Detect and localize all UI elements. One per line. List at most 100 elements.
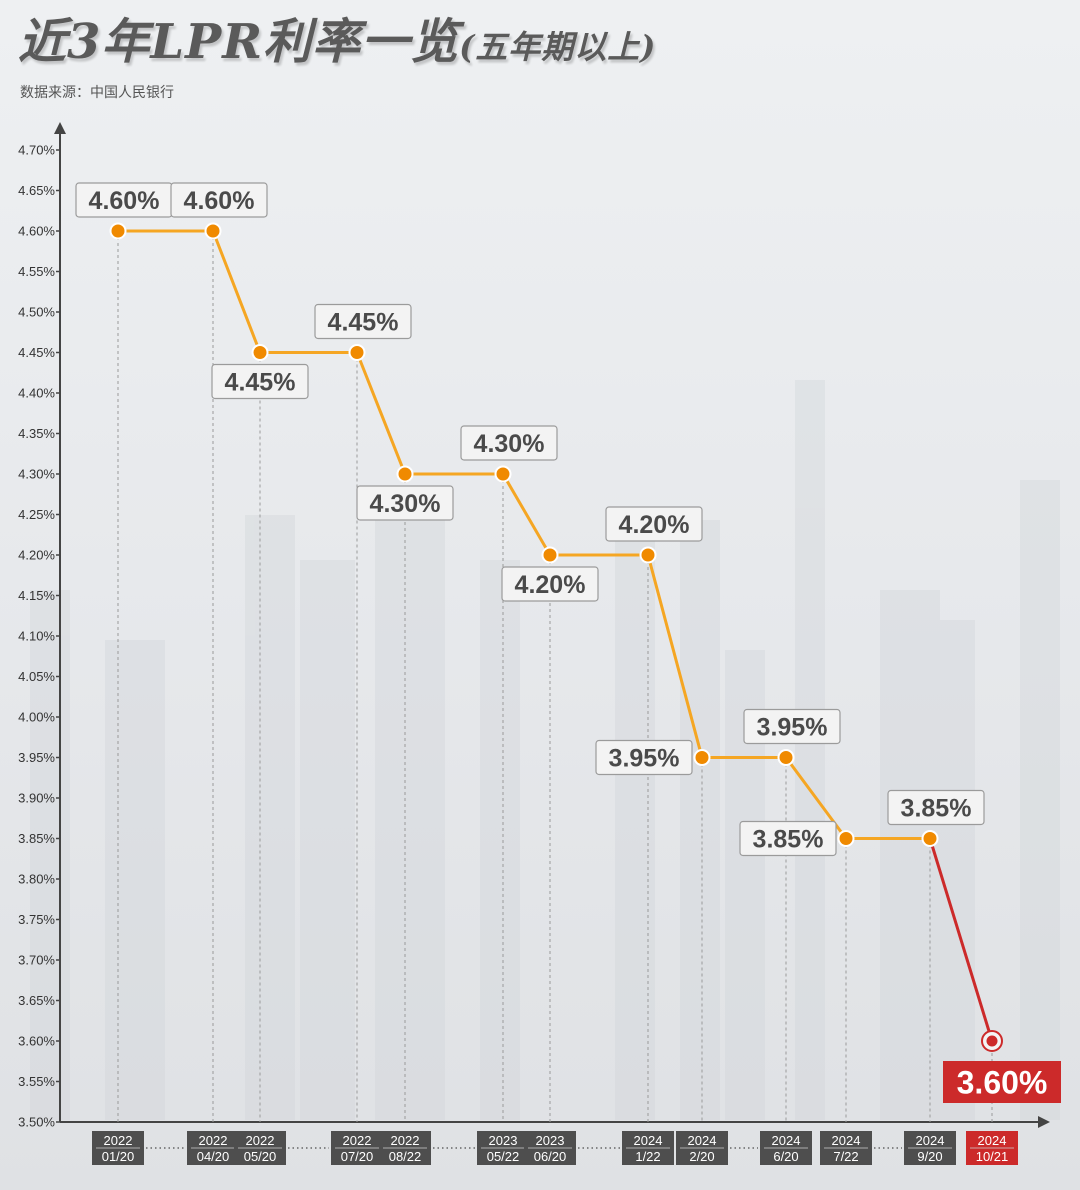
date-day: 01/20	[102, 1149, 135, 1164]
data-label: 3.95%	[743, 708, 841, 745]
guide-lines	[117, 231, 993, 1122]
y-tick-label: 4.25%	[18, 507, 55, 522]
data-label-text: 3.95%	[609, 745, 680, 773]
data-point	[986, 1035, 998, 1047]
y-tick-label: 4.50%	[18, 305, 55, 320]
data-point	[251, 344, 269, 361]
data-point	[693, 749, 711, 766]
date-year: 2024	[916, 1133, 945, 1148]
y-tick-label: 4.70%	[18, 143, 55, 158]
y-axis-arrow	[54, 122, 66, 134]
data-label-box	[595, 739, 693, 776]
date-year: 2022	[246, 1133, 275, 1148]
data-point	[348, 344, 366, 361]
y-tick-label: 4.60%	[18, 224, 55, 239]
y-tick-label: 4.05%	[18, 669, 55, 684]
data-label: 4.30%	[356, 485, 454, 521]
data-label: 4.60%	[75, 182, 173, 218]
y-tick-label: 3.65%	[18, 993, 55, 1008]
series-segment	[928, 837, 994, 1043]
data-label-box	[605, 506, 703, 542]
date-day: 1/22	[635, 1149, 660, 1164]
data-label-text: 4.20%	[515, 571, 586, 599]
data-label: 4.30%	[460, 425, 558, 461]
date-day: 9/20	[917, 1149, 942, 1164]
date-day: 08/22	[389, 1149, 422, 1164]
date-day: 07/20	[341, 1149, 374, 1164]
data-label-box	[887, 789, 985, 826]
data-point	[639, 546, 657, 564]
y-tick-label: 4.30%	[18, 467, 55, 482]
date-year: 2022	[343, 1133, 372, 1148]
data-label-text: 4.60%	[184, 187, 255, 215]
data-label: 4.20%	[605, 506, 703, 542]
data-label-box	[501, 566, 599, 602]
data-label-box	[314, 303, 412, 340]
y-tick-label: 4.15%	[18, 588, 55, 603]
date-year: 2022	[104, 1133, 133, 1148]
data-point	[921, 830, 939, 847]
data-point	[777, 749, 795, 766]
x-axis-date-labels: 202201/20202204/20202205/20202207/202022…	[92, 1131, 1018, 1165]
data-label-box	[356, 485, 454, 521]
date-day: 7/22	[833, 1149, 858, 1164]
data-markers	[109, 222, 1003, 1052]
y-tick-label: 3.50%	[18, 1115, 55, 1130]
series-lines	[116, 229, 994, 1043]
y-tick-label: 4.20%	[18, 548, 55, 563]
data-label: 4.45%	[314, 303, 412, 340]
data-source: 数据来源：中国人民银行	[20, 85, 174, 101]
data-label-text: 4.45%	[225, 369, 296, 397]
title-main: 近3年LPR利率一览	[18, 14, 460, 70]
series-segment	[646, 553, 704, 759]
data-label: 3.60%	[943, 1061, 1061, 1103]
data-label-text: 4.30%	[370, 490, 441, 518]
data-label-text: 4.30%	[474, 430, 545, 458]
data-label-box	[460, 425, 558, 461]
data-label: 3.85%	[887, 789, 985, 826]
data-label-text: 3.85%	[901, 795, 972, 823]
y-tick-label: 3.85%	[18, 831, 55, 846]
data-label-box	[739, 820, 837, 857]
data-label-text: 4.20%	[619, 511, 690, 539]
date-year: 2024	[772, 1133, 801, 1148]
data-point	[204, 222, 222, 240]
data-point	[837, 830, 855, 847]
data-label-text: 4.60%	[89, 187, 160, 215]
date-day: 2/20	[689, 1149, 714, 1164]
y-tick-label: 3.80%	[18, 872, 55, 887]
y-tick-label: 4.55%	[18, 264, 55, 279]
y-tick-label: 4.40%	[18, 386, 55, 401]
date-year: 2022	[199, 1133, 228, 1148]
x-axis-arrow	[1038, 1116, 1050, 1128]
data-label-text: 4.45%	[328, 309, 399, 337]
background-skyline	[30, 380, 1060, 1120]
data-point	[109, 222, 127, 240]
y-axis-ticks: 3.50% 3.55% 3.60% 3.65% 3.70% 3.75% 3.80% 3.85%…	[18, 143, 60, 1130]
date-year: 2024	[832, 1133, 861, 1148]
data-point	[494, 465, 512, 483]
y-tick-label: 3.95%	[18, 750, 55, 765]
y-tick-label: 3.60%	[18, 1034, 55, 1049]
date-day: 05/20	[244, 1149, 277, 1164]
data-labels: 4.60% 4.60% 4.45% 4.45% 4.30% 4.30% 4.20% 4.20%…	[75, 182, 1061, 1103]
chart-title: 近3年LPR利率一览(五年期以上)	[18, 10, 656, 79]
series-segment	[501, 472, 552, 557]
y-tick-label: 3.55%	[18, 1074, 55, 1089]
data-label: 4.60%	[170, 182, 268, 218]
data-label-box	[211, 363, 309, 400]
y-tick-label: 4.65%	[18, 183, 55, 198]
data-label-text: 3.60%	[957, 1065, 1048, 1101]
date-year: 2023	[489, 1133, 518, 1148]
y-tick-label: 3.90%	[18, 791, 55, 806]
series-segment	[355, 351, 407, 476]
title-sub: (五年期以上)	[459, 28, 657, 66]
